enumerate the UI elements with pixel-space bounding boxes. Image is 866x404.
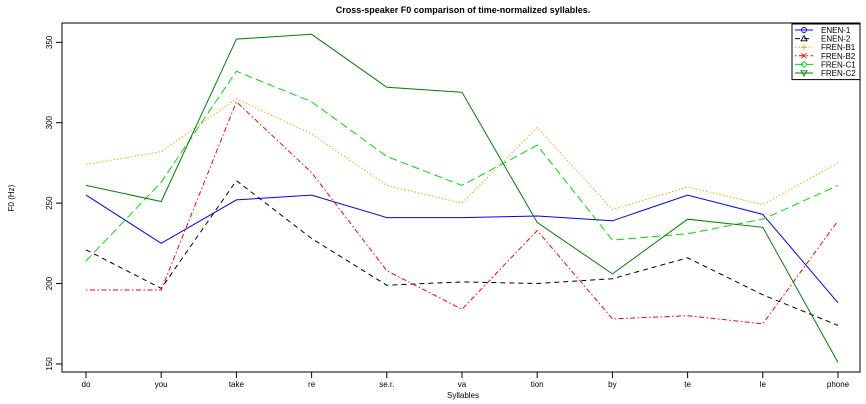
axes: 150 200 250 300 350 do you take re se.r. va tion by t… xyxy=(45,22,861,389)
y-tick-label: 250 xyxy=(45,196,54,210)
legend-label: FREN-B2 xyxy=(821,52,856,61)
x-tick-label: va xyxy=(458,380,467,389)
plot-area xyxy=(85,33,839,363)
x-tick-label: phone xyxy=(827,380,850,389)
legend-marker-triangle xyxy=(800,34,808,42)
y-tick-label: 300 xyxy=(45,115,54,129)
series-line-fren-b2 xyxy=(86,100,839,325)
legend-box xyxy=(791,23,861,81)
y-tick-label: 350 xyxy=(45,35,54,49)
series-line-enen-1 xyxy=(85,194,839,304)
legend-label: FREN-C1 xyxy=(821,60,856,69)
legend-item-fren-c2: FREN-C2 xyxy=(795,69,856,78)
legend-item-fren-b1: FREN-B1 xyxy=(795,43,856,52)
legend-marker-circle xyxy=(801,27,807,33)
x-tick-label: do xyxy=(82,380,91,389)
legend-marker-triangle-down xyxy=(800,70,808,77)
legend-label: ENEN-2 xyxy=(821,35,851,44)
x-tick-label: you xyxy=(155,380,168,389)
legend-marker-diamond xyxy=(800,60,808,69)
legend-label: FREN-B1 xyxy=(821,43,856,52)
y-tick-label: 150 xyxy=(45,357,54,371)
y-axis-label: F0 (Hz) xyxy=(7,184,16,211)
x-tick-label: tion xyxy=(531,380,544,389)
series-line-fren-c2 xyxy=(85,33,839,363)
x-tick-label: le xyxy=(760,380,767,389)
y-tick-label: 200 xyxy=(45,276,54,290)
x-axis-label: Syllables xyxy=(447,391,479,400)
legend-marker-x xyxy=(801,52,807,59)
legend-label: ENEN-1 xyxy=(821,26,851,35)
legend-item-fren-b2: FREN-B2 xyxy=(795,52,856,61)
legend-item-enen-2: ENEN-2 xyxy=(795,35,851,44)
x-tick-label: take xyxy=(229,380,245,389)
series-line-enen-2 xyxy=(85,179,839,326)
x-tick-label: se.r. xyxy=(379,380,394,389)
legend-item-enen-1: ENEN-1 xyxy=(795,26,851,35)
legend-marker-plus xyxy=(801,44,807,51)
x-tick-label: by xyxy=(608,380,616,389)
chart-title: Cross-speaker F0 comparison of time-norm… xyxy=(336,5,591,15)
plot-frame xyxy=(61,22,861,373)
series-line-fren-c1 xyxy=(85,70,839,262)
x-tick-label: re xyxy=(308,380,316,389)
x-tick-label: te xyxy=(684,380,691,389)
legend-label: FREN-C2 xyxy=(821,69,856,78)
series-line-fren-b1 xyxy=(85,98,839,211)
legend-item-fren-c1: FREN-C1 xyxy=(795,60,856,69)
